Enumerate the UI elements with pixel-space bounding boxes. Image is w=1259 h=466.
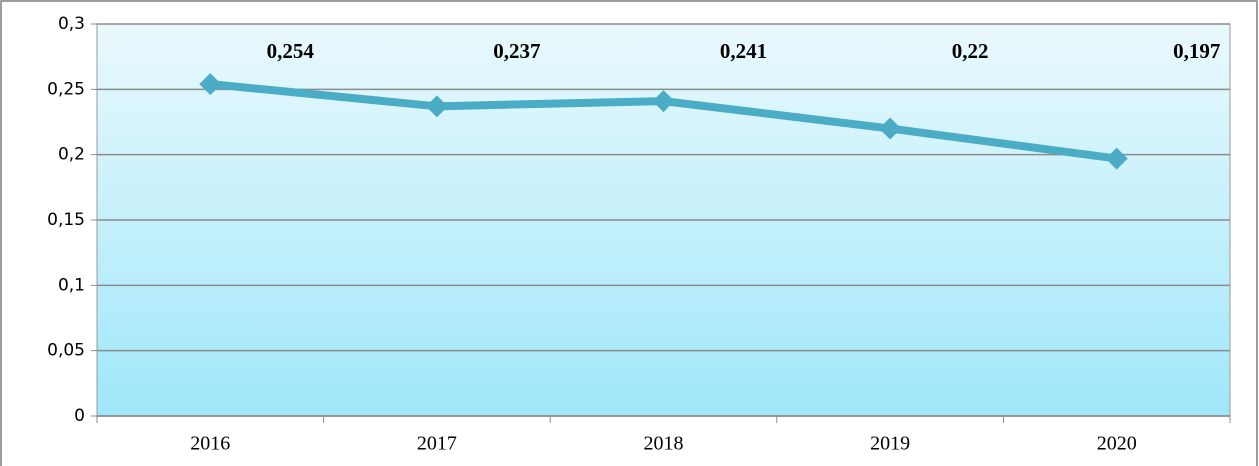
x-tick-label: 2018 (644, 433, 684, 455)
data-label: 0,22 (952, 39, 989, 63)
x-tick-label: 2016 (190, 433, 230, 455)
marker (199, 73, 222, 96)
marker (879, 117, 902, 140)
marker (652, 90, 675, 113)
x-tick-label: 2019 (870, 433, 910, 455)
data-label: 0,237 (493, 39, 540, 63)
y-tick-label: 0,2 (58, 145, 85, 165)
marker (1105, 147, 1128, 170)
y-tick-label: 0,15 (47, 210, 85, 230)
data-label: 0,254 (267, 39, 315, 63)
x-tick-label: 2017 (417, 433, 457, 455)
marker (425, 95, 448, 118)
data-label: 0,197 (1173, 39, 1220, 63)
y-tick-label: 0,1 (58, 275, 85, 295)
y-tick-label: 0 (74, 406, 85, 426)
y-tick-label: 0,3 (58, 14, 85, 34)
y-tick-label: 0,25 (47, 79, 85, 99)
x-tick-label: 2020 (1097, 433, 1137, 455)
y-tick-label: 0,05 (47, 341, 85, 361)
data-label: 0,241 (720, 39, 767, 63)
